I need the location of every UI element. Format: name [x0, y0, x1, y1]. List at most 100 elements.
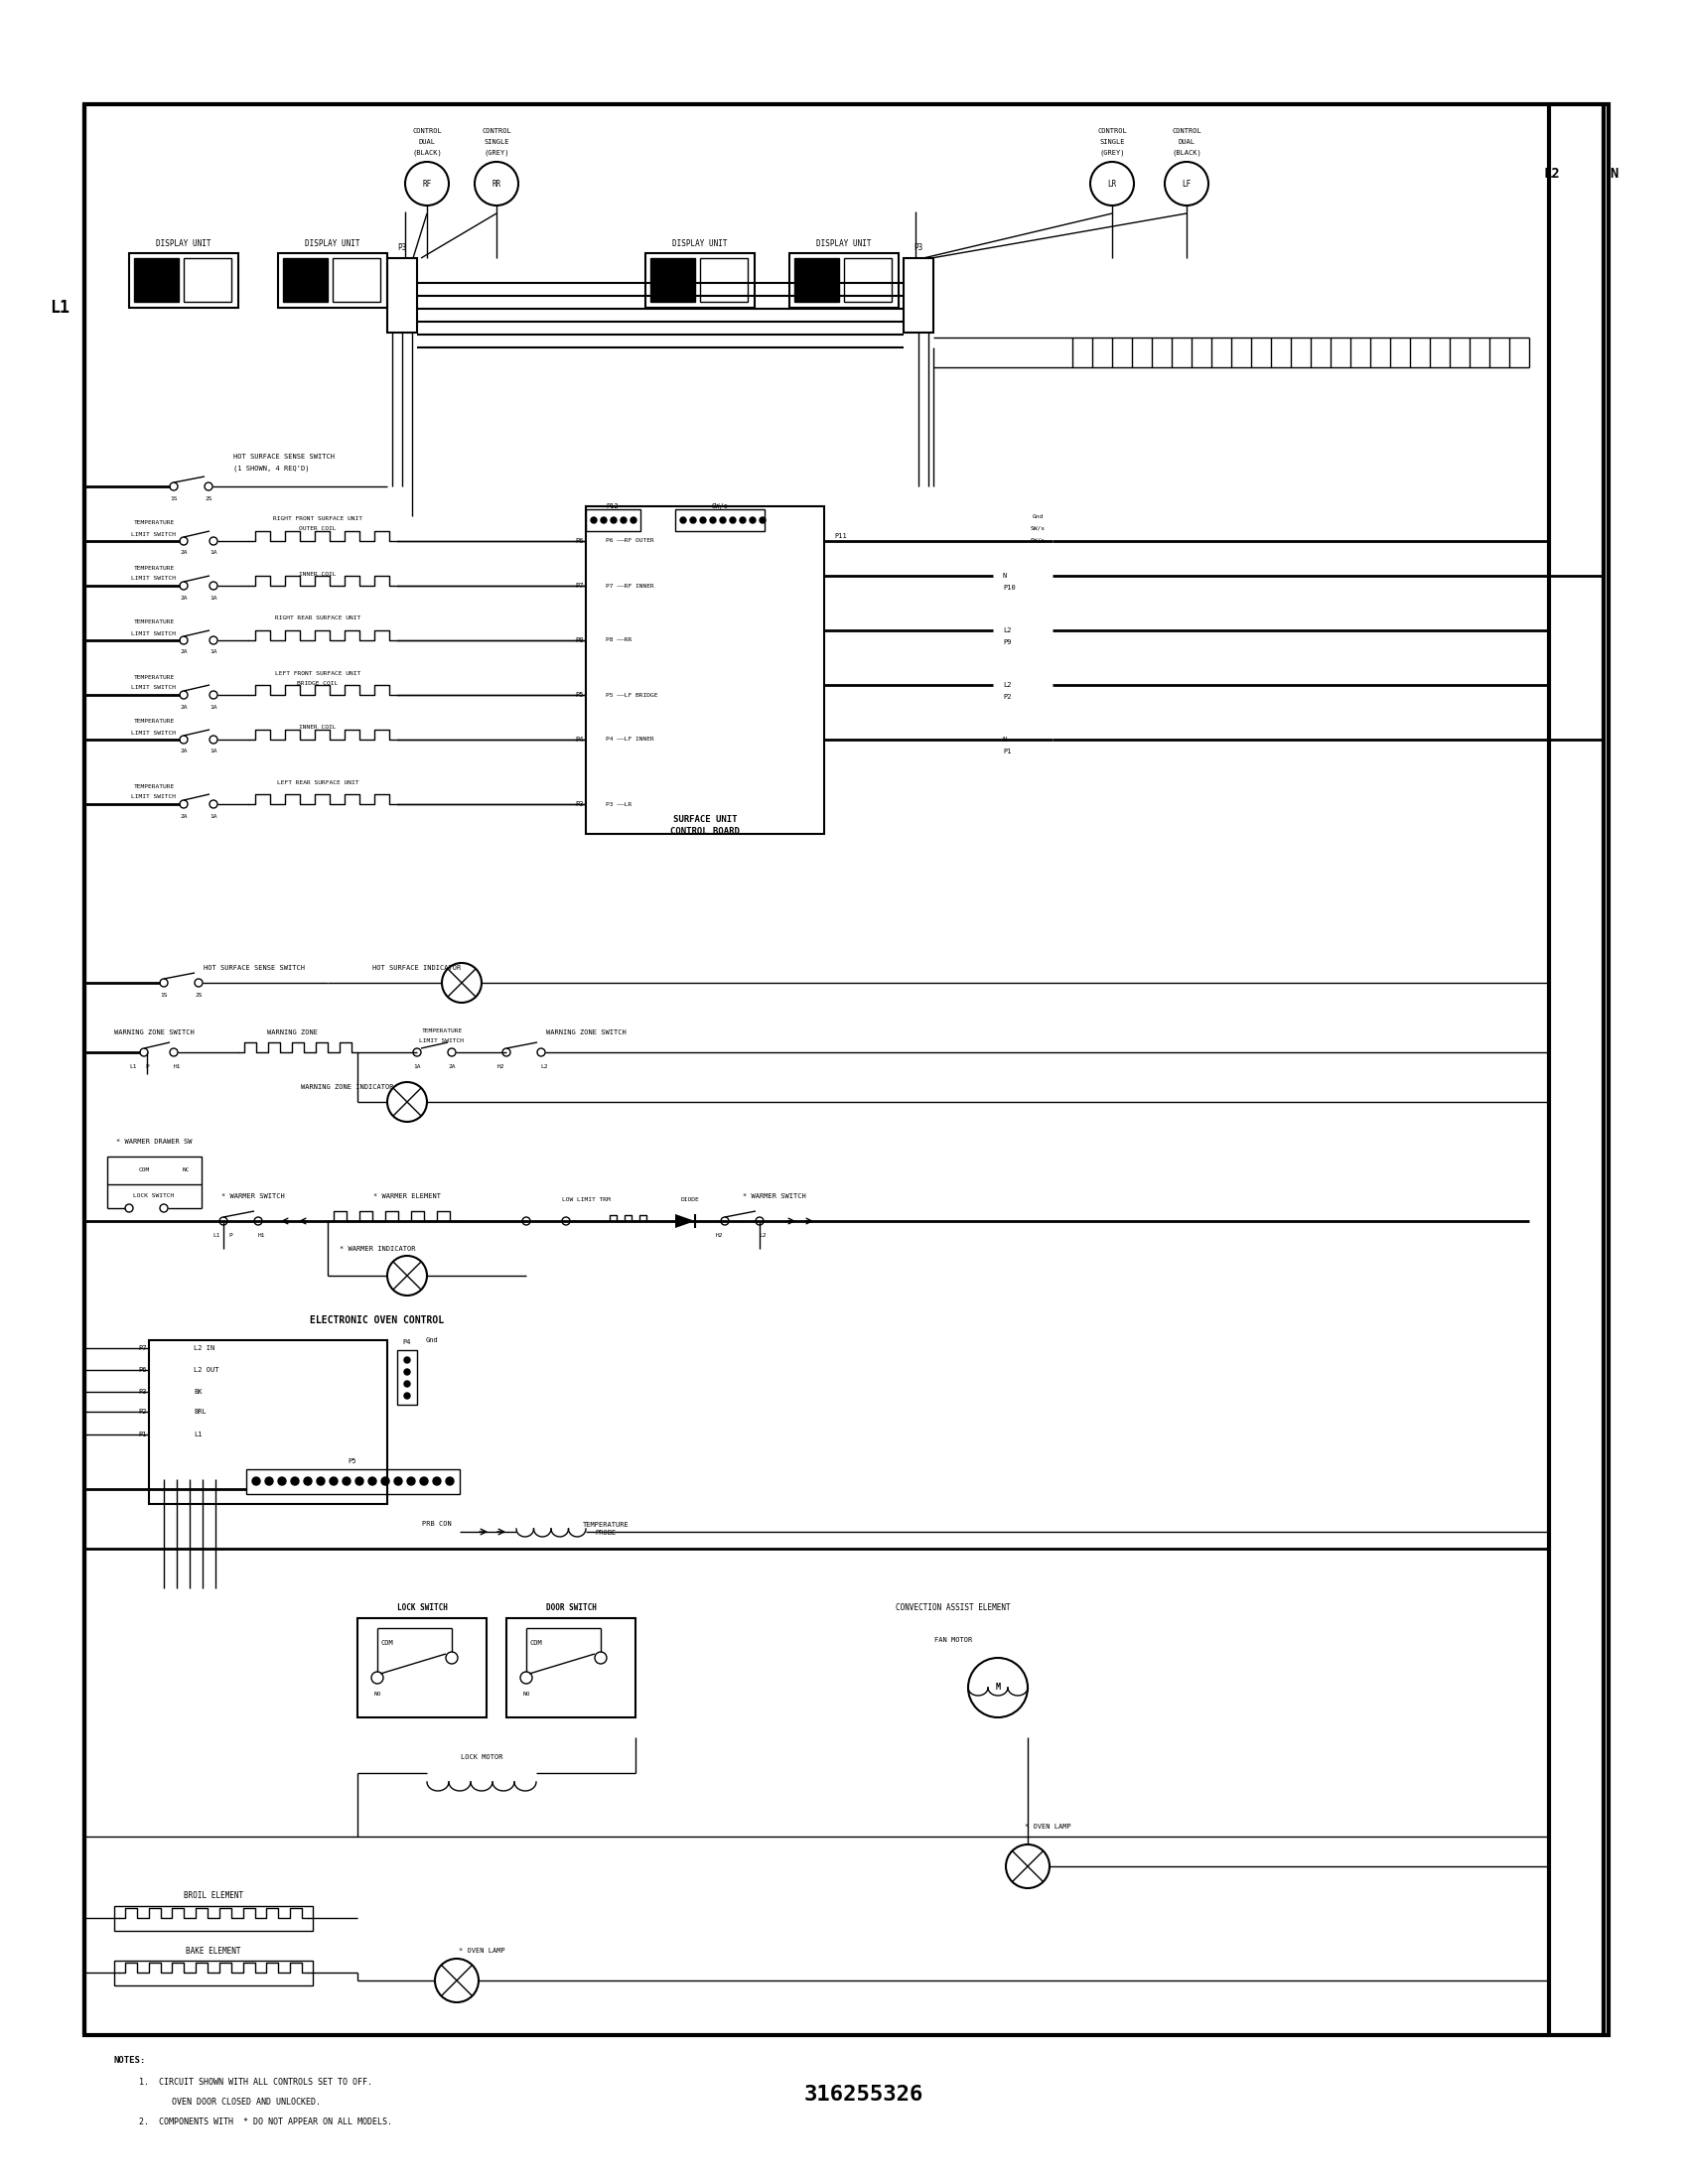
Text: 2A: 2A	[181, 815, 187, 819]
Circle shape	[631, 518, 636, 524]
Text: NO: NO	[523, 1690, 530, 1697]
Text: P3: P3	[576, 802, 584, 808]
Text: 1A: 1A	[209, 703, 218, 710]
Text: L1: L1	[194, 1431, 203, 1437]
Bar	[84, 105, 1609, 2035]
Text: L2: L2	[1003, 627, 1011, 633]
Text: P4 ——LF INNER: P4 ——LF INNER	[606, 738, 653, 743]
Text: M: M	[996, 1684, 1001, 1693]
Text: 1A: 1A	[209, 749, 218, 753]
Circle shape	[420, 1476, 429, 1485]
Text: HOT SURFACE SENSE SWITCH: HOT SURFACE SENSE SWITCH	[204, 965, 306, 972]
Bar	[586, 509, 640, 531]
Bar	[333, 258, 380, 301]
Bar	[586, 507, 824, 834]
Text: P4: P4	[576, 736, 584, 743]
Text: L1: L1	[49, 299, 69, 317]
Text: 1A: 1A	[209, 651, 218, 655]
Text: P8 ——RR: P8 ——RR	[606, 638, 631, 642]
Circle shape	[680, 518, 685, 524]
Circle shape	[690, 518, 695, 524]
Text: TEMPERATURE: TEMPERATURE	[422, 1029, 463, 1033]
Bar	[701, 258, 748, 301]
Bar	[149, 1341, 387, 1505]
Circle shape	[290, 1476, 299, 1485]
Text: RF: RF	[422, 179, 432, 188]
Text: H1: H1	[257, 1232, 265, 1238]
Text: INNER COIL: INNER COIL	[299, 572, 336, 577]
Text: * WARMER DRAWER SW: * WARMER DRAWER SW	[116, 1138, 192, 1144]
Text: N: N	[1609, 166, 1617, 181]
Text: 2A: 2A	[181, 550, 187, 555]
Text: LIMIT SWITCH: LIMIT SWITCH	[132, 577, 176, 581]
Text: P9: P9	[1003, 640, 1011, 644]
Bar	[115, 1961, 312, 1985]
Text: N: N	[1003, 736, 1008, 743]
Text: * WARMER SWITCH: * WARMER SWITCH	[743, 1192, 807, 1199]
Text: DUAL: DUAL	[419, 140, 436, 144]
Text: Gnd: Gnd	[425, 1337, 439, 1343]
Circle shape	[343, 1476, 351, 1485]
Text: BAKE ELEMENT: BAKE ELEMENT	[186, 1946, 241, 1955]
Circle shape	[601, 518, 606, 524]
Text: INNER COIL: INNER COIL	[299, 725, 336, 729]
Text: SINGLE: SINGLE	[1099, 140, 1124, 144]
Circle shape	[749, 518, 756, 524]
Bar	[790, 253, 898, 308]
Circle shape	[621, 518, 626, 524]
Text: P12: P12	[606, 502, 619, 509]
Text: CONTROL: CONTROL	[412, 129, 442, 133]
Text: P2: P2	[1003, 695, 1011, 699]
Text: P: P	[145, 1064, 149, 1068]
Text: P6: P6	[576, 537, 584, 544]
Text: 1S: 1S	[160, 994, 167, 998]
Text: P3: P3	[398, 245, 407, 253]
Circle shape	[701, 518, 706, 524]
Text: P5: P5	[576, 692, 584, 699]
Text: L2: L2	[1003, 681, 1011, 688]
Circle shape	[446, 1476, 454, 1485]
Text: TEMPERATURE: TEMPERATURE	[133, 520, 174, 526]
Text: * WARMER INDICATOR: * WARMER INDICATOR	[339, 1245, 415, 1251]
Text: OVEN DOOR CLOSED AND UNLOCKED.: OVEN DOOR CLOSED AND UNLOCKED.	[137, 2099, 321, 2108]
Text: 1A: 1A	[209, 550, 218, 555]
Text: BROIL ELEMENT: BROIL ELEMENT	[184, 1891, 243, 1900]
Text: ELECTRONIC OVEN CONTROL: ELECTRONIC OVEN CONTROL	[311, 1315, 444, 1326]
Text: LIMIT SWITCH: LIMIT SWITCH	[132, 531, 176, 537]
Text: 2S: 2S	[204, 498, 213, 502]
Text: PRB CON: PRB CON	[422, 1520, 452, 1527]
Text: 2A: 2A	[181, 651, 187, 655]
Circle shape	[719, 518, 726, 524]
Text: DUAL: DUAL	[1178, 140, 1195, 144]
Text: P7 ——RF INNER: P7 ——RF INNER	[606, 583, 653, 587]
Text: P6: P6	[138, 1367, 147, 1374]
Text: LOCK SWITCH: LOCK SWITCH	[133, 1195, 174, 1199]
Text: WARNING ZONE INDICATOR: WARNING ZONE INDICATOR	[300, 1083, 393, 1090]
Text: HOT SURFACE INDICATOR: HOT SURFACE INDICATOR	[373, 965, 461, 972]
Text: L2: L2	[760, 1232, 766, 1238]
Bar	[279, 253, 387, 308]
Text: L1: L1	[213, 1232, 219, 1238]
Circle shape	[265, 1476, 273, 1485]
Bar	[650, 258, 695, 301]
Text: L2: L2	[1543, 166, 1560, 181]
Text: (GREY): (GREY)	[484, 151, 510, 155]
Bar	[115, 1907, 312, 1931]
Circle shape	[711, 518, 716, 524]
Circle shape	[279, 1476, 285, 1485]
Text: NO: NO	[373, 1690, 381, 1697]
Bar	[184, 258, 231, 301]
Text: RR: RR	[491, 179, 501, 188]
Text: CONTROL: CONTROL	[1097, 129, 1128, 133]
Bar	[358, 1618, 486, 1717]
Text: H1: H1	[172, 1064, 181, 1068]
Text: BRL: BRL	[194, 1409, 206, 1415]
Bar	[397, 1350, 417, 1404]
Circle shape	[591, 518, 598, 524]
Text: P4: P4	[403, 1339, 412, 1345]
Text: Gnd: Gnd	[1031, 513, 1043, 520]
Text: BK: BK	[194, 1389, 203, 1396]
Circle shape	[739, 518, 746, 524]
Text: (BLACK): (BLACK)	[412, 151, 442, 155]
Text: WARNING ZONE: WARNING ZONE	[268, 1029, 319, 1035]
